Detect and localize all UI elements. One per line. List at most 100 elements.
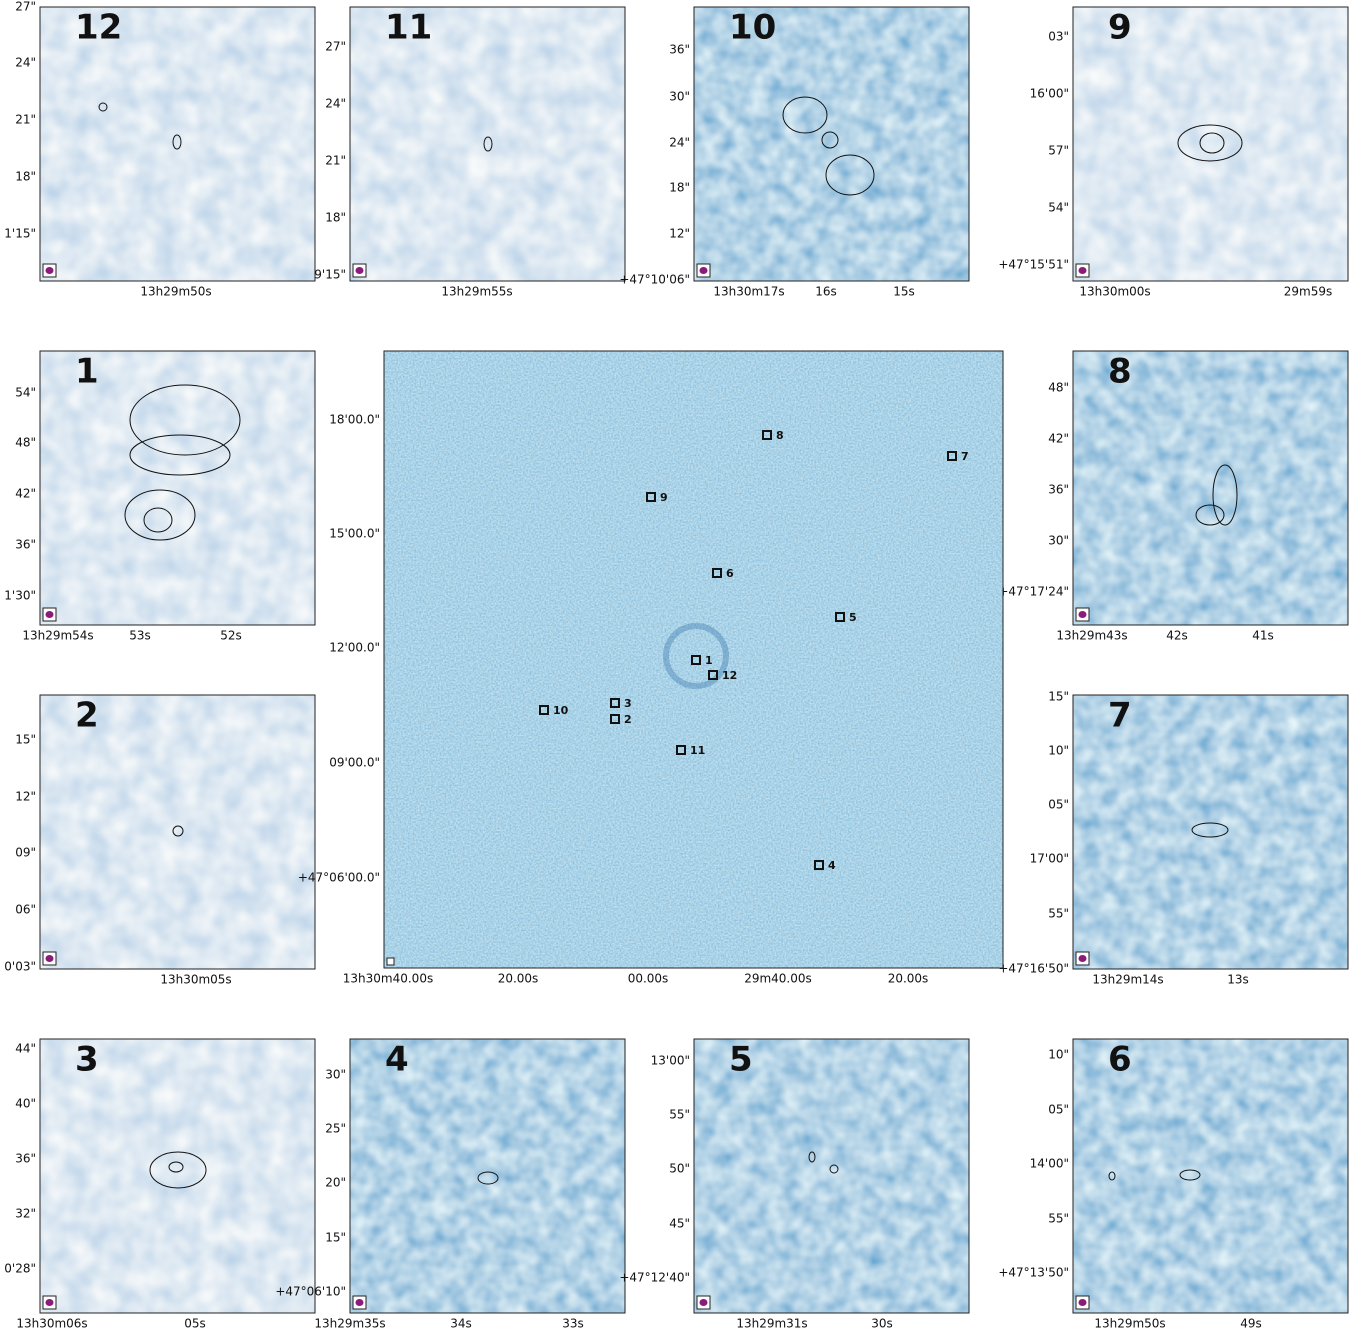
panel-image (350, 1039, 625, 1313)
beam (46, 611, 54, 618)
y-tick-label: 44" (15, 1042, 36, 1056)
x-tick-label: 29m59s (1284, 285, 1332, 299)
marker-label: 6 (726, 567, 734, 580)
y-tick-label: +47°16'50" (998, 962, 1069, 976)
panel-label: 10 (729, 8, 776, 48)
x-tick-label: 13h29m50s (1094, 1317, 1165, 1331)
y-tick-label: 55" (1048, 1212, 1069, 1226)
y-tick-label: 32" (15, 1207, 36, 1221)
y-tick-label: 40" (15, 1097, 36, 1111)
y-tick-label: 25" (325, 1122, 346, 1136)
x-tick-label: 13h29m35s (314, 1317, 385, 1331)
beam (1079, 955, 1087, 962)
x-tick-label: 16s (815, 285, 837, 299)
y-tick-label: 1'15" (4, 227, 36, 241)
x-tick-label: 30s (871, 1317, 893, 1331)
panel-image (40, 7, 315, 281)
panel-image (350, 7, 625, 281)
y-tick-label: 24" (15, 56, 36, 70)
panel-image (694, 1039, 969, 1313)
y-tick-label: 54" (1048, 201, 1069, 215)
x-tick-label: 13h30m00s (1079, 285, 1150, 299)
y-tick-label: 48" (15, 436, 36, 450)
x-tick-label: 34s (450, 1317, 472, 1331)
x-tick-label: 13h29m50s (140, 285, 211, 299)
y-tick-label: 54" (15, 386, 36, 400)
x-tick-label: 49s (1240, 1317, 1262, 1331)
panel-label: 2 (75, 696, 99, 736)
panel-image (40, 695, 315, 969)
panel-label: 6 (1108, 1040, 1132, 1080)
beam (356, 1299, 364, 1306)
panel-label: 9 (1108, 8, 1132, 48)
y-tick-label: 05" (1048, 798, 1069, 812)
y-tick-label: 27" (325, 40, 346, 54)
panel-label: 5 (729, 1040, 753, 1080)
figure: 1227"24"21"18"1'15"13h29m50s1127"24"21"1… (0, 0, 1364, 1332)
y-tick-label: 30" (1048, 534, 1069, 548)
panel-image (694, 7, 969, 281)
panel-label: 8 (1108, 352, 1132, 392)
x-tick-label: 20.00s (888, 972, 929, 986)
x-tick-label: 53s (129, 629, 151, 643)
panel-image (1073, 1039, 1348, 1313)
x-tick-label: 13h29m55s (441, 285, 512, 299)
y-tick-label: 12'00.0" (329, 641, 380, 655)
y-tick-label: 36" (1048, 483, 1069, 497)
x-tick-label: 41s (1252, 629, 1274, 643)
marker-label: 2 (624, 713, 632, 726)
y-tick-label: 42" (15, 487, 36, 501)
y-tick-label: 14'00" (1030, 1157, 1069, 1171)
y-tick-label: 12" (669, 227, 690, 241)
x-tick-label: 15s (893, 285, 915, 299)
y-tick-label: 55" (669, 1108, 690, 1122)
y-tick-label: 10" (1048, 1048, 1069, 1062)
x-tick-label: 20.00s (498, 972, 539, 986)
y-tick-label: 18'00.0" (329, 413, 380, 427)
beam (46, 1299, 54, 1306)
x-tick-label: 13h30m17s (713, 285, 784, 299)
y-tick-label: 36" (15, 538, 36, 552)
x-tick-label: 52s (220, 629, 242, 643)
y-tick-label: 30" (325, 1068, 346, 1082)
y-tick-label: 1'30" (4, 589, 36, 603)
y-tick-label: 15" (1048, 690, 1069, 704)
x-tick-label: 00.00s (628, 972, 669, 986)
beam (46, 267, 54, 274)
panel-label: 1 (75, 352, 99, 392)
y-tick-label: 45" (669, 1217, 690, 1231)
y-tick-label: 0'03" (4, 960, 36, 974)
marker-label: 3 (624, 697, 632, 710)
y-tick-label: 27" (15, 0, 36, 14)
y-tick-label: 36" (669, 43, 690, 57)
beam (1079, 267, 1087, 274)
panel-image (1073, 7, 1348, 281)
y-tick-label: 30" (669, 90, 690, 104)
panel-label: 3 (75, 1040, 99, 1080)
y-tick-label: 15" (325, 1231, 346, 1245)
y-tick-label: 48" (1048, 381, 1069, 395)
beam-box (387, 958, 394, 965)
y-tick-label: 15" (15, 733, 36, 747)
marker-label: 9 (660, 491, 668, 504)
y-tick-label: +47°15'51" (998, 258, 1069, 272)
y-tick-label: +47°06'00.0" (298, 871, 380, 885)
marker-label: 10 (553, 704, 569, 717)
overview-image (384, 351, 1003, 968)
y-tick-label: 13'00" (651, 1054, 690, 1068)
y-tick-label: 9'15" (314, 268, 346, 282)
panel-label: 11 (385, 8, 432, 48)
x-tick-label: 13h30m40.00s (343, 972, 433, 986)
panel-image (40, 351, 315, 625)
x-tick-label: 13h29m14s (1092, 973, 1163, 987)
x-tick-label: 13s (1227, 973, 1249, 987)
y-tick-label: 55" (1048, 907, 1069, 921)
marker-label: 5 (849, 611, 857, 624)
y-tick-label: 15'00.0" (329, 527, 380, 541)
panel-label: 7 (1108, 696, 1132, 736)
marker-label: 8 (776, 429, 784, 442)
y-tick-label: 20" (325, 1176, 346, 1190)
marker-label: 4 (828, 859, 836, 872)
y-tick-label: 50" (669, 1162, 690, 1176)
beam (356, 267, 364, 274)
